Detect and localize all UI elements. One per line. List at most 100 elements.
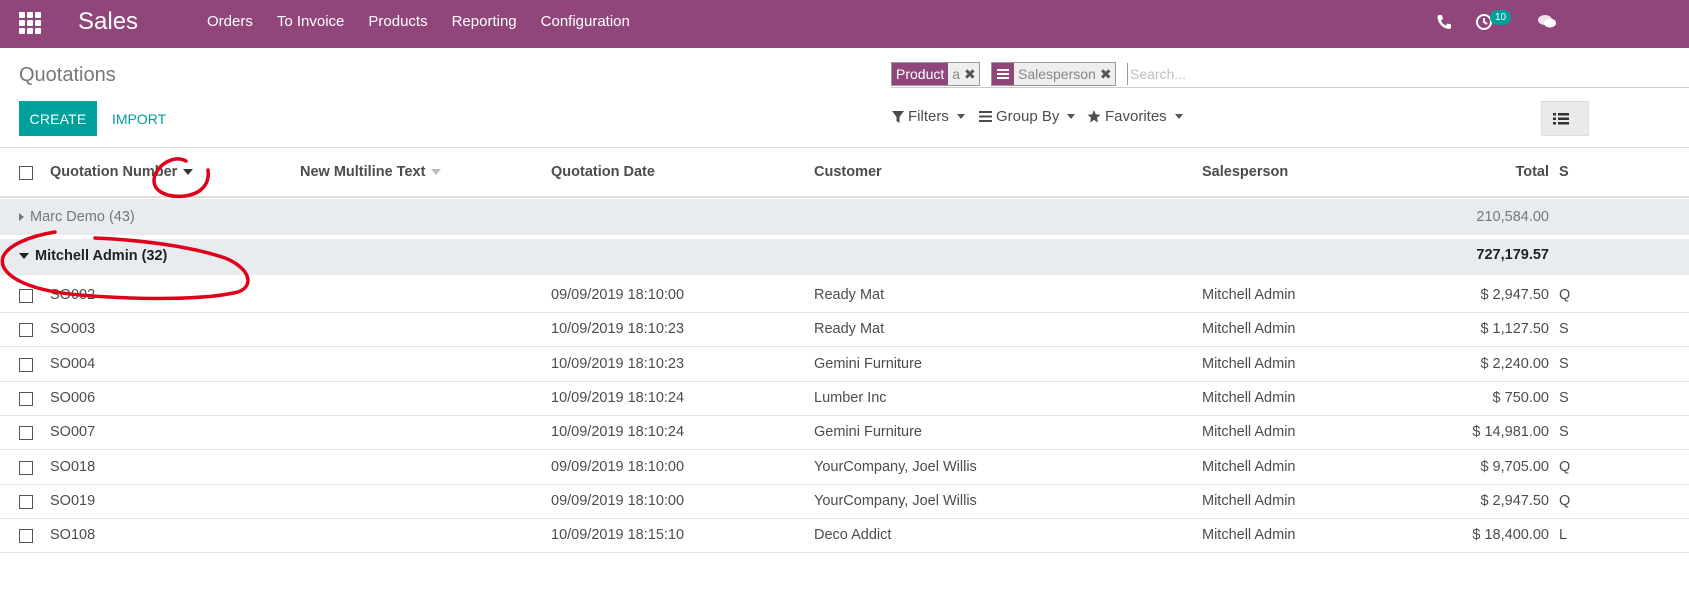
sort-caret-icon	[431, 169, 442, 176]
cell-status: Q	[1559, 492, 1571, 509]
facet-label-product: Product	[892, 63, 949, 85]
group-label-text: Marc Demo (43)	[30, 209, 135, 225]
select-all-checkbox[interactable]	[19, 166, 33, 180]
list-view-icon	[1553, 113, 1569, 125]
facet-value-product: a	[952, 66, 961, 82]
favorites-label: Favorites	[1105, 108, 1167, 125]
cell-customer: Ready Mat	[814, 287, 885, 303]
cell-status: L	[1559, 527, 1568, 544]
cell-status: S	[1559, 424, 1569, 441]
bars-icon	[979, 111, 992, 122]
cell-salesperson: Mitchell Admin	[1202, 287, 1296, 303]
menu-item-configuration[interactable]: Configuration	[540, 13, 630, 30]
cell-quotation-number: SO003	[50, 321, 96, 338]
column-header-multiline-text[interactable]: New Multiline Text	[300, 164, 442, 180]
table-header: Quotation Number New Multiline Text Quot…	[0, 148, 1689, 198]
apps-menu-icon[interactable]	[19, 12, 41, 34]
main-menu: Orders To Invoice Products Reporting Con…	[195, 0, 642, 48]
table-row[interactable]: SO007 10/09/2019 18:10:24 Gemini Furniture…	[0, 416, 1689, 451]
create-button[interactable]: CREATE	[19, 101, 97, 136]
caret-down-icon	[956, 114, 965, 119]
table-row[interactable]: SO018 09/09/2019 18:10:00 YourCompany, Joe…	[0, 451, 1689, 485]
table-row[interactable]: SO004 10/09/2019 18:10:23 Gemini Furniture…	[0, 348, 1689, 382]
cell-salesperson: Mitchell Admin	[1202, 321, 1296, 338]
facet-value-salesperson: Salesperson	[1018, 66, 1096, 82]
search-facet-salesperson[interactable]: Salesperson ✖	[991, 62, 1116, 86]
menu-item-orders[interactable]: Orders	[207, 13, 253, 30]
row-checkbox[interactable]	[19, 460, 33, 475]
row-checkbox[interactable]	[19, 494, 33, 509]
column-header-salesperson[interactable]: Salesperson	[1202, 164, 1289, 180]
caret-down-icon	[19, 253, 29, 260]
cell-quotation-date: 09/09/2019 18:10:00	[551, 492, 685, 509]
cell-customer: Lumber Inc	[814, 389, 887, 406]
group-label: Mitchell Admin (32)	[19, 248, 167, 264]
group-row-mitchell-admin[interactable]: Mitchell Admin (32) 727,179.57	[0, 239, 1689, 277]
cell-salesperson: Mitchell Admin	[1202, 458, 1296, 475]
remove-facet-icon[interactable]: ✖	[1099, 66, 1112, 82]
group-label-text: Mitchell Admin (32)	[35, 248, 168, 264]
cell-total: $ 9,705.00	[1480, 458, 1549, 475]
row-checkbox[interactable]	[19, 323, 33, 338]
cell-quotation-number: SO002	[50, 287, 96, 303]
column-header-customer[interactable]: Customer	[814, 164, 882, 180]
column-header-total[interactable]: Total	[1515, 164, 1549, 180]
table-row[interactable]: SO108 10/09/2019 18:15:10 Deco Addict Mitch…	[0, 519, 1689, 554]
filters-dropdown[interactable]: Filters	[892, 108, 965, 125]
column-header-quotation-date[interactable]: Quotation Date	[551, 164, 655, 180]
group-total: 210,584.00	[1476, 209, 1549, 225]
cell-salesperson: Mitchell Admin	[1202, 424, 1296, 441]
app-title: Sales	[78, 8, 139, 35]
cell-salesperson: Mitchell Admin	[1202, 389, 1296, 406]
import-button[interactable]: IMPORT	[102, 101, 176, 136]
cell-quotation-date: 10/09/2019 18:10:24	[551, 424, 685, 441]
cell-status: S	[1559, 321, 1569, 338]
caret-down-icon	[1174, 114, 1183, 119]
menu-item-to-invoice[interactable]: To Invoice	[276, 13, 345, 30]
cell-status: Q	[1559, 458, 1571, 475]
groupby-label: Group By	[996, 108, 1060, 125]
row-checkbox[interactable]	[19, 426, 33, 441]
cell-status: S	[1559, 355, 1569, 372]
groupby-dropdown[interactable]: Group By	[979, 108, 1076, 125]
table-row[interactable]: SO002 09/09/2019 18:10:00 Ready Mat Mitchel…	[0, 279, 1689, 313]
cell-customer: Deco Addict	[814, 527, 892, 544]
search-view: Product a ✖ Salesperson ✖	[891, 60, 1689, 88]
list-view-button[interactable]	[1541, 101, 1589, 136]
cell-quotation-date: 09/09/2019 18:10:00	[551, 287, 685, 303]
cell-salesperson: Mitchell Admin	[1202, 492, 1296, 509]
facet-groupby-icon	[992, 63, 1014, 85]
cell-total: $ 2,240.00	[1480, 355, 1549, 372]
chat-icon[interactable]	[1536, 12, 1558, 32]
cell-quotation-date: 10/09/2019 18:10:24	[551, 389, 685, 406]
cell-quotation-number: SO006	[50, 389, 96, 406]
menu-item-reporting[interactable]: Reporting	[451, 13, 517, 30]
activity-count-badge: 10	[1490, 10, 1512, 25]
cell-customer: Ready Mat	[814, 321, 885, 338]
search-input[interactable]	[1127, 63, 1527, 85]
table-row[interactable]: SO003 10/09/2019 18:10:23 Ready Mat Mitchel…	[0, 313, 1689, 348]
column-header-quotation-number[interactable]: Quotation Number	[50, 164, 194, 180]
table-row[interactable]: SO006 10/09/2019 18:10:24 Lumber Inc Mitche…	[0, 382, 1689, 416]
remove-facet-icon[interactable]: ✖	[964, 66, 976, 82]
cell-quotation-number: SO019	[50, 492, 96, 509]
caret-right-icon	[19, 213, 24, 222]
phone-icon[interactable]	[1434, 12, 1454, 32]
column-header-label: New Multiline Text	[300, 164, 426, 180]
cell-total: $ 1,127.50	[1480, 321, 1549, 338]
sort-caret-icon	[183, 169, 194, 176]
favorites-dropdown[interactable]: Favorites	[1087, 108, 1183, 125]
group-row-marc-demo[interactable]: Marc Demo (43) 210,584.00	[0, 199, 1689, 237]
row-checkbox[interactable]	[19, 357, 33, 372]
cell-quotation-date: 10/09/2019 18:10:23	[551, 321, 685, 338]
cell-total: $ 2,947.50	[1480, 287, 1549, 303]
row-checkbox[interactable]	[19, 289, 33, 303]
search-facet-product[interactable]: Product a ✖	[891, 62, 980, 86]
table-row[interactable]: SO019 09/09/2019 18:10:00 YourCompany, Joe…	[0, 485, 1689, 519]
row-checkbox[interactable]	[19, 529, 33, 544]
menu-item-products[interactable]: Products	[368, 13, 428, 30]
column-header-status[interactable]: S	[1559, 164, 1569, 180]
cell-status: S	[1559, 389, 1569, 406]
group-label: Marc Demo (43)	[19, 209, 135, 225]
row-checkbox[interactable]	[19, 391, 33, 406]
